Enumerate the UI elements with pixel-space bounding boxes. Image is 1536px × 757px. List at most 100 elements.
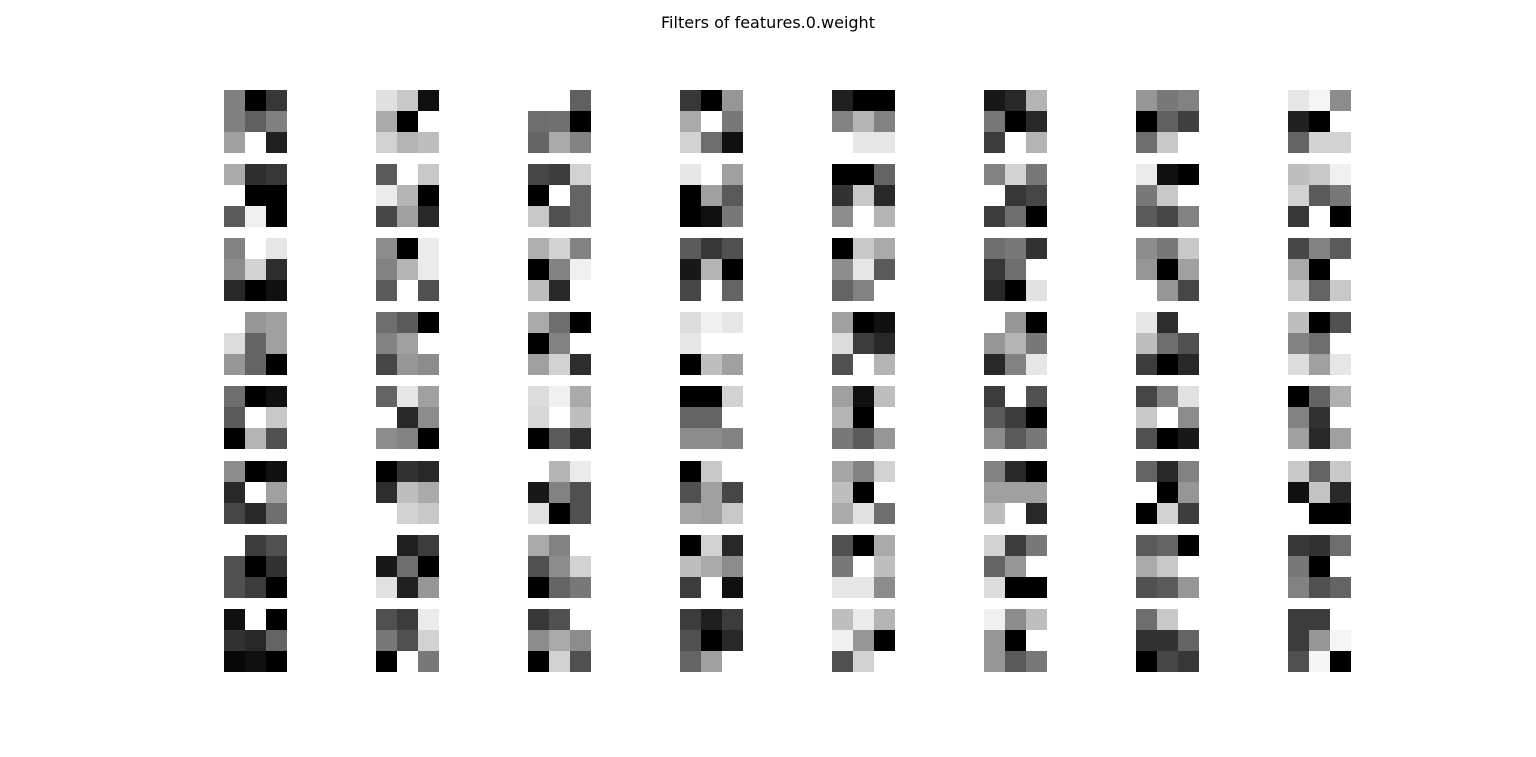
filter-pixel [680,354,701,375]
filter-pixel [1026,259,1047,280]
filter-pixel [853,482,874,503]
filter-pixel [832,354,853,375]
filter-pixel [224,238,245,259]
filter-pixel [266,428,287,449]
filter-pixel [1309,407,1330,428]
filter-pixel [832,577,853,598]
filter-pixel [528,609,549,630]
filter-pixel [1288,556,1309,577]
filter-pixel [680,609,701,630]
filter-pixel [701,280,722,301]
filter-pixel [722,259,743,280]
filter-pixel [1178,259,1199,280]
filter-pixel [1288,482,1309,503]
filter-pixel [570,577,591,598]
filter-pixel [1309,556,1330,577]
filter-pixel [1288,428,1309,449]
filter-pixel [1309,577,1330,598]
filter-pixel [832,386,853,407]
filter-pixel [549,259,570,280]
filter-pixel [680,333,701,354]
filter-pixel [1026,503,1047,524]
filter-pixel [701,111,722,132]
filter-pixel [570,111,591,132]
filter-pixel [722,461,743,482]
filter-pixel [245,185,266,206]
filter-pixel [874,111,895,132]
filter-pixel [397,407,418,428]
filter-pixel [418,354,439,375]
filter-pixel [418,577,439,598]
filter-pixel [874,461,895,482]
filter-pixel [1136,428,1157,449]
filter-pixel [570,651,591,672]
filter-pixel [1178,280,1199,301]
filter-pixel [1178,132,1199,153]
filter-pixel [266,280,287,301]
filter-pixel [397,132,418,153]
filter-pixel [1288,535,1309,556]
filter-pixel [549,280,570,301]
filter-pixel [1330,535,1351,556]
filter-pixel [680,238,701,259]
filter-pixel [224,556,245,577]
filter-pixel [1005,609,1026,630]
filter-pixel [397,259,418,280]
filter-pixel [549,90,570,111]
filter-pixel [1288,132,1309,153]
filter-pixel [570,461,591,482]
filter-pixel [266,312,287,333]
filter-pixel [984,280,1005,301]
filter-pixel [722,577,743,598]
filter-pixel [1005,577,1026,598]
filter-pixel [1005,386,1026,407]
filter-pixel [1005,111,1026,132]
filter-pixel [266,407,287,428]
filter-pixel [549,609,570,630]
filter-pixel [984,461,1005,482]
filter-pixel [1136,185,1157,206]
filter-pixel [1157,535,1178,556]
filter-pixel [1178,461,1199,482]
filter-pixel [1178,164,1199,185]
filter-pixel [528,259,549,280]
filter-1 [376,90,439,153]
filter-pixel [570,312,591,333]
filter-pixel [1178,577,1199,598]
filter-pixel [853,111,874,132]
filter-pixel [1178,428,1199,449]
filter-pixel [984,535,1005,556]
filter-6 [1136,90,1199,153]
filter-pixel [1005,354,1026,375]
filter-pixel [397,354,418,375]
filter-pixel [570,535,591,556]
filter-pixel [528,312,549,333]
filter-pixel [874,238,895,259]
filter-pixel [1157,609,1178,630]
filter-pixel [1136,90,1157,111]
filter-pixel [874,407,895,428]
filter-pixel [853,354,874,375]
filter-pixel [266,535,287,556]
filter-pixel [549,577,570,598]
filter-pixel [1005,132,1026,153]
filter-pixel [397,535,418,556]
filter-pixel [266,206,287,227]
filter-pixel [549,482,570,503]
filter-pixel [528,577,549,598]
filter-pixel [1330,461,1351,482]
filter-pixel [1157,206,1178,227]
filter-pixel [397,630,418,651]
filter-pixel [984,407,1005,428]
filter-19 [680,238,743,301]
filter-pixel [722,90,743,111]
filter-pixel [1288,461,1309,482]
filter-pixel [722,206,743,227]
filter-3 [680,90,743,153]
filter-pixel [1136,651,1157,672]
filter-pixel [722,609,743,630]
filter-pixel [853,651,874,672]
filter-pixel [722,407,743,428]
filter-pixel [397,164,418,185]
filter-pixel [832,556,853,577]
